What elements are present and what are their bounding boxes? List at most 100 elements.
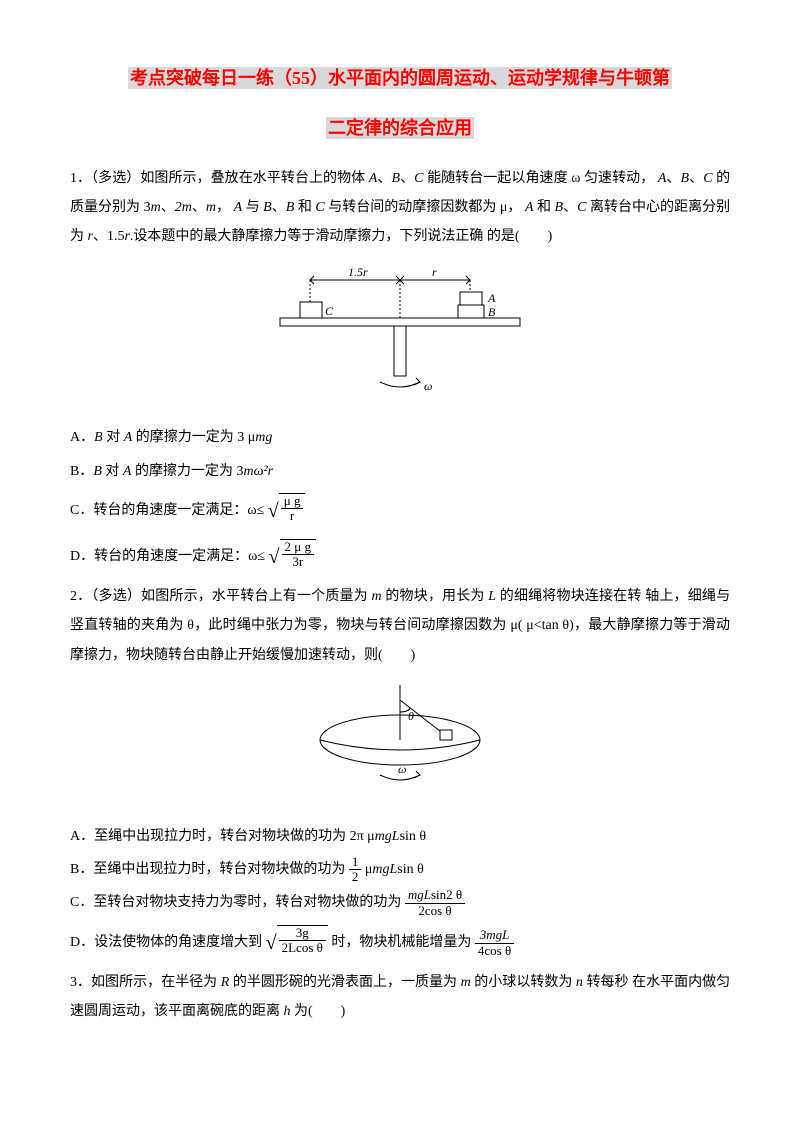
q2D-t2: 时，物块机械能增量为	[331, 935, 471, 950]
var-m: m	[151, 200, 161, 215]
var-n: n	[576, 975, 583, 990]
var-B: B	[555, 200, 564, 215]
opt-D-text: D．转台的角速度一定满足：ω≤	[70, 549, 265, 564]
frac-den: 2cos θ	[405, 904, 465, 918]
sep: 、	[377, 171, 391, 186]
frac-num: 3mgL	[475, 928, 514, 943]
sqrt-icon: √2 μ g3r	[269, 536, 316, 578]
q2-option-D: D．设法使物体的角速度增大到 √3g2Lcos θ 时，物块机械能增量为 3mg…	[70, 922, 730, 964]
q1-text-2: 能随转台一起以角速度 ω 匀速转动，	[427, 171, 654, 186]
title-line-2: 二定律的综合应用	[326, 117, 474, 139]
opt-B-prefix: B．	[70, 464, 93, 479]
sqrt-icon: √3g2Lcos θ	[266, 922, 328, 964]
var-C: C	[315, 200, 324, 215]
q2-stem: 2．（多选）如图所示，水平转台上有一个质量为 m 的物块，用长为 L 的细绳将物…	[70, 582, 730, 670]
q1-text-1: 1．（多选）如图所示，叠放在水平转台上的物体	[70, 171, 365, 186]
q1-text-8: .设本题中的最大静摩擦力等于滑动摩擦力，下列说法正确	[130, 229, 484, 244]
var-mg: mg	[255, 430, 272, 445]
title-line-1: 考点突破每日一练（55）水平面内的圆周运动、运动学规律与牛顿第	[128, 67, 672, 89]
q3-t1: 3．如图所示，在半径为	[70, 975, 217, 990]
var-C: C	[414, 171, 423, 186]
q3-stem: 3．如图所示，在半径为 R 的半圆形碗的光滑表面上，一质量为 m 的小球以转数为…	[70, 968, 730, 1027]
q1-option-D: D．转台的角速度一定满足：ω≤ √2 μ g3r	[70, 536, 730, 578]
q2-option-B: B．至绳中出现拉力时，转台对物块做的功为 12 μmgLsin θ	[70, 855, 730, 885]
q2-t3: 的细绳将物块连接在转	[500, 589, 642, 604]
frac-den: 3r	[282, 555, 314, 569]
q2-t1: 2．（多选）如图所示，水平转台上有一个质量为	[70, 589, 368, 604]
var-R: R	[221, 975, 230, 990]
label-omega: ω	[424, 379, 432, 393]
var-A: A	[234, 200, 243, 215]
q3-t6: 为( )	[294, 1004, 345, 1019]
label-C: C	[325, 304, 334, 318]
q3-t4: 转每秒	[586, 975, 628, 990]
var-h: h	[284, 1004, 291, 1019]
opt-B-tail: 的摩擦力一定为 3	[131, 464, 243, 479]
title-block: 考点突破每日一练（55）水平面内的圆周运动、运动学规律与牛顿第 二定律的综合应用	[70, 60, 730, 148]
var-mw2r: mω²r	[243, 464, 273, 479]
q2D-t1: D．设法使物体的角速度增大到	[70, 935, 262, 950]
q1-text-4: 与转台间的动摩擦因数都为 μ，	[328, 200, 521, 215]
sep: 、	[666, 171, 680, 186]
q3-t3: 的小球以转数为	[474, 975, 572, 990]
var-B: B	[286, 200, 295, 215]
frac-den: 2	[349, 870, 362, 884]
q1-text-7: 、1.5	[93, 229, 125, 244]
opt-B-mid: 对	[102, 464, 123, 479]
frac-D2: 3mgL4cos θ	[475, 928, 514, 958]
frac-num: 3g	[279, 926, 326, 941]
q2C-t: C．至转台对物块支持力为零时，转台对物块做的功为	[70, 896, 401, 911]
q1-stem: 1．（多选）如图所示，叠放在水平转台上的物体 A、B、C 能随转台一起以角速度 …	[70, 164, 730, 252]
frac-num-1: mgL	[408, 887, 431, 902]
sep: 、	[689, 171, 703, 186]
q1-option-B: B．B 对 A 的摩擦力一定为 3mω²r	[70, 457, 730, 486]
q3-t2: 的半圆形碗的光滑表面上，一质量为	[233, 975, 457, 990]
q1-option-C: C．转台的角速度一定满足：ω≤ √μ gr	[70, 490, 730, 532]
q2-option-C: C．至转台对物块支持力为零时，转台对物块做的功为 mgLsin2 θ 2cos θ	[70, 888, 730, 918]
label-theta: θ	[408, 709, 414, 723]
frac-half: 12	[349, 855, 362, 885]
q2-figure: θ ω	[70, 680, 730, 811]
var-B: B	[391, 171, 400, 186]
frac-C: mgLsin2 θ 2cos θ	[405, 888, 465, 918]
var-2m: 2m	[175, 200, 192, 215]
label-r: r	[432, 265, 437, 279]
q2A-t2: sin θ	[400, 829, 427, 844]
var-A: A	[124, 430, 133, 445]
frac-num-2: sin2 θ	[431, 887, 462, 902]
frac-den: 4cos θ	[475, 944, 514, 958]
label-omega: ω	[398, 762, 406, 776]
var-C: C	[703, 171, 712, 186]
frac-num: μ g	[281, 494, 304, 509]
var-mgL: mgL	[372, 862, 397, 877]
sep: 、	[400, 171, 414, 186]
var-m: m	[206, 200, 216, 215]
label-B: B	[488, 305, 496, 319]
opt-A-prefix: A．	[70, 430, 94, 445]
q2B-t: B．至绳中出现拉力时，转台对物块做的功为	[70, 862, 345, 877]
var-C: C	[577, 200, 586, 215]
q2A-t: A．至绳中出现拉力时，转台对物块做的功为 2π μ	[70, 829, 375, 844]
opt-A-tail: 的摩擦力一定为 3 μ	[132, 430, 255, 445]
q2B-t3: sin θ	[397, 862, 424, 877]
var-m: m	[372, 589, 382, 604]
var-B: B	[93, 464, 102, 479]
var-B: B	[681, 171, 690, 186]
q1-figure: 1.5r r C A B ω	[70, 262, 730, 413]
label-A: A	[487, 291, 496, 305]
sep: 、	[161, 200, 175, 215]
var-m: m	[461, 975, 471, 990]
var-B: B	[94, 430, 103, 445]
var-mgL: mgL	[375, 829, 400, 844]
frac-num: 2 μ g	[282, 540, 314, 555]
frac-den: r	[281, 509, 304, 523]
var-L: L	[488, 589, 496, 604]
sqrt-icon: √μ gr	[268, 490, 306, 532]
sep: 、	[192, 200, 206, 215]
frac-num: 1	[349, 855, 362, 870]
q2-t2: 的物块，用长为	[385, 589, 484, 604]
q1-option-A: A．B 对 A 的摩擦力一定为 3 μmg	[70, 423, 730, 452]
label-15r: 1.5r	[348, 265, 368, 279]
q1-text-9: 的是( )	[487, 229, 552, 244]
q1-text-5: 和	[537, 200, 551, 215]
